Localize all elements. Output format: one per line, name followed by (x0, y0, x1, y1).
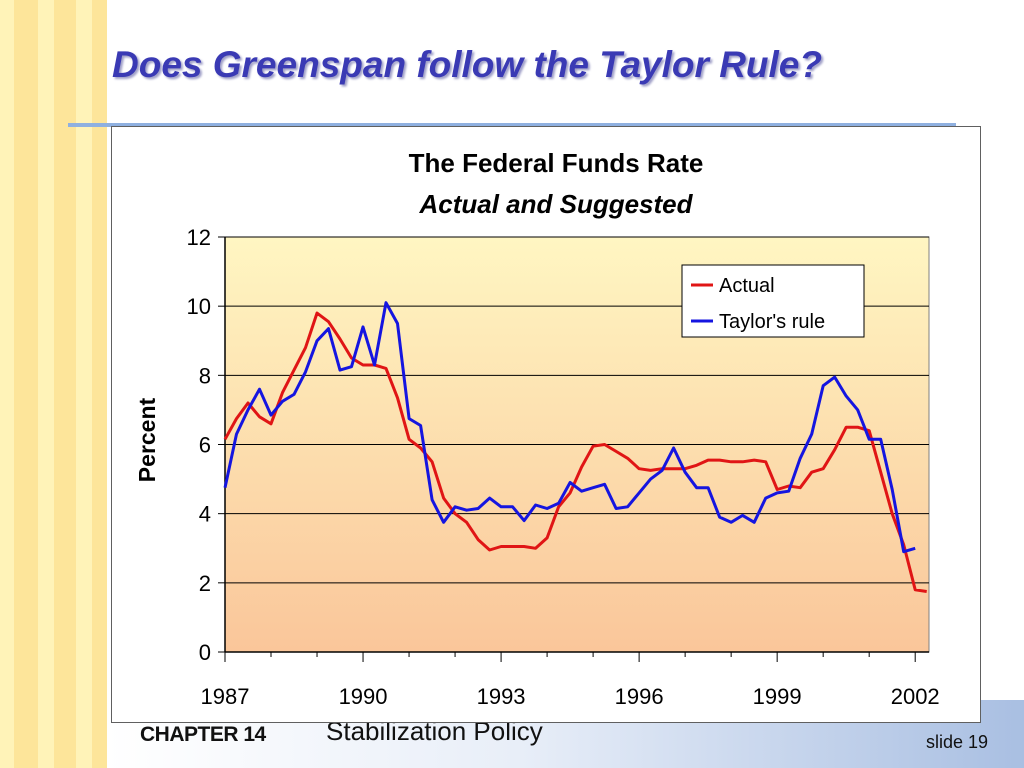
x-tick-label: 2002 (891, 684, 940, 709)
chart-legend: Actual Taylor's rule (681, 264, 865, 338)
stripe (92, 0, 107, 768)
stripe (54, 0, 76, 768)
stripe (76, 0, 92, 768)
y-tick-label: 6 (199, 433, 211, 458)
x-tick-label: 1999 (753, 684, 802, 709)
title-divider (68, 123, 956, 127)
x-tick-label: 1993 (477, 684, 526, 709)
legend-label: Actual (719, 275, 775, 297)
chart-subtitle: Actual and Suggested (418, 189, 693, 219)
slide-title: Does Greenspan follow the Taylor Rule? (112, 44, 822, 85)
footer-chapter: CHAPTER 14 (140, 723, 266, 746)
stripe (38, 0, 54, 768)
chart-frame: 0 2 4 6 8 10 12 1987 1990 1993 1996 1999 2002 The Fe… (111, 126, 981, 723)
legend-label: Taylor's rule (719, 311, 825, 333)
chart-title: The Federal Funds Rate (409, 148, 704, 178)
legend-box (681, 264, 865, 338)
series-line-taylor-rule (223, 301, 916, 554)
y-tick-label: 2 (199, 571, 211, 596)
decorative-stripes (0, 0, 107, 768)
y-tick-label: 10 (187, 294, 211, 319)
y-tick-label: 12 (187, 225, 211, 250)
y-tick-label: 4 (199, 502, 211, 527)
slide-number: slide 19 (926, 732, 989, 752)
y-tick-label: 8 (199, 363, 211, 388)
x-tick-label: 1996 (615, 684, 664, 709)
y-tick-label: 0 (199, 640, 211, 665)
stripe (0, 0, 14, 768)
fed-funds-chart: 0 2 4 6 8 10 12 1987 1990 1993 1996 1999 2002 The Fe… (134, 148, 940, 709)
stripe (14, 0, 38, 768)
series-line-actual (223, 311, 927, 593)
y-axis-label: Percent (134, 397, 160, 482)
x-tick-label: 1987 (201, 684, 250, 709)
x-tick-label: 1990 (339, 684, 388, 709)
